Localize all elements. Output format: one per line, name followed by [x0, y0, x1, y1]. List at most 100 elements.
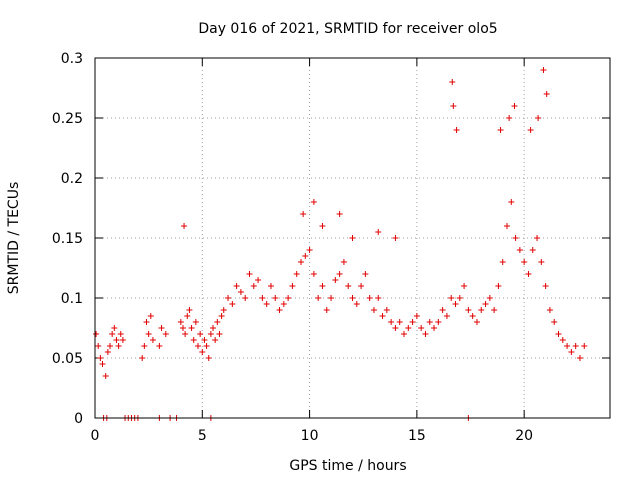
- data-point: [276, 307, 283, 313]
- data-point: [379, 313, 386, 319]
- data-point: [426, 319, 433, 325]
- y-tick-label: 0: [74, 411, 83, 427]
- data-point: [418, 325, 425, 331]
- data-point: [319, 223, 326, 229]
- x-tick-label: 10: [301, 428, 319, 444]
- x-tick-label: 20: [515, 428, 533, 444]
- data-point: [141, 343, 148, 349]
- data-point: [572, 343, 579, 349]
- data-point: [504, 223, 510, 229]
- data-point: [336, 211, 343, 217]
- data-point: [218, 313, 225, 319]
- data-point: [285, 295, 292, 301]
- data-point: [478, 307, 485, 313]
- data-point: [516, 247, 523, 253]
- data-point: [401, 331, 407, 337]
- data-point: [540, 67, 547, 73]
- data-point: [109, 331, 116, 337]
- data-point: [212, 337, 219, 343]
- data-point: [497, 127, 504, 133]
- data-point: [147, 313, 154, 319]
- data-point: [139, 355, 146, 361]
- data-point: [181, 223, 188, 229]
- data-point: [345, 283, 352, 289]
- data-point: [473, 319, 480, 325]
- data-point: [525, 271, 532, 277]
- data-point: [529, 247, 536, 253]
- data-point: [366, 295, 373, 301]
- data-point: [370, 307, 377, 313]
- data-point: [179, 325, 186, 331]
- data-point: [182, 331, 189, 337]
- data-point: [546, 307, 553, 313]
- data-point: [107, 343, 114, 349]
- data-point: [99, 361, 106, 367]
- data-point: [568, 349, 575, 355]
- data-point: [95, 343, 102, 349]
- data-point: [392, 325, 399, 331]
- data-point: [435, 319, 442, 325]
- data-point: [177, 319, 184, 325]
- data-point: [358, 283, 365, 289]
- data-point: [310, 199, 317, 205]
- y-tick-label: 0.15: [52, 231, 83, 247]
- data-point: [259, 295, 266, 301]
- x-tick-label: 15: [408, 428, 426, 444]
- data-point: [267, 283, 274, 289]
- data-point: [293, 271, 300, 277]
- data-point: [272, 295, 279, 301]
- data-point: [448, 295, 455, 301]
- data-point: [237, 289, 244, 295]
- data-point: [405, 325, 412, 331]
- data-point: [225, 295, 232, 301]
- data-point: [250, 283, 257, 289]
- data-point: [543, 91, 550, 97]
- data-point: [156, 343, 163, 349]
- data-point: [413, 313, 420, 319]
- data-point: [328, 295, 335, 301]
- data-point: [255, 277, 262, 283]
- data-point: [184, 313, 191, 319]
- y-tick-label: 0.2: [61, 171, 83, 187]
- data-point: [349, 295, 356, 301]
- data-point: [306, 247, 313, 253]
- data-point: [499, 259, 506, 265]
- data-point: [186, 307, 193, 313]
- data-point: [452, 301, 459, 307]
- data-point: [461, 283, 468, 289]
- x-tick-label: 0: [91, 428, 100, 444]
- data-point: [340, 259, 347, 265]
- data-point: [263, 301, 270, 307]
- data-point: [443, 313, 450, 319]
- data-point: [375, 295, 382, 301]
- chart-title: Day 016 of 2021, SRMTID for receiver olo…: [198, 21, 497, 37]
- data-point: [422, 331, 429, 337]
- y-tick-label: 0.05: [52, 351, 83, 367]
- y-tick-label: 0.3: [61, 51, 83, 67]
- data-point: [409, 319, 416, 325]
- data-point: [495, 283, 502, 289]
- data-point: [491, 307, 498, 313]
- data-point: [453, 127, 460, 133]
- data-point: [242, 295, 249, 301]
- data-point: [111, 325, 118, 331]
- data-point: [104, 349, 111, 355]
- data-point: [205, 355, 212, 361]
- data-point: [246, 271, 253, 277]
- data-point: [486, 295, 493, 301]
- data-point: [315, 295, 322, 301]
- data-point: [521, 259, 528, 265]
- data-point: [353, 301, 360, 307]
- y-tick-label: 0.25: [52, 111, 83, 127]
- data-point: [97, 355, 104, 361]
- data-point: [210, 325, 217, 331]
- data-point: [158, 325, 165, 331]
- data-point: [508, 199, 515, 205]
- data-point: [512, 235, 519, 241]
- x-axis-label: GPS time / hours: [289, 458, 406, 474]
- data-point: [207, 331, 214, 337]
- data-point: [280, 301, 287, 307]
- data-point: [431, 325, 438, 331]
- data-point: [576, 355, 583, 361]
